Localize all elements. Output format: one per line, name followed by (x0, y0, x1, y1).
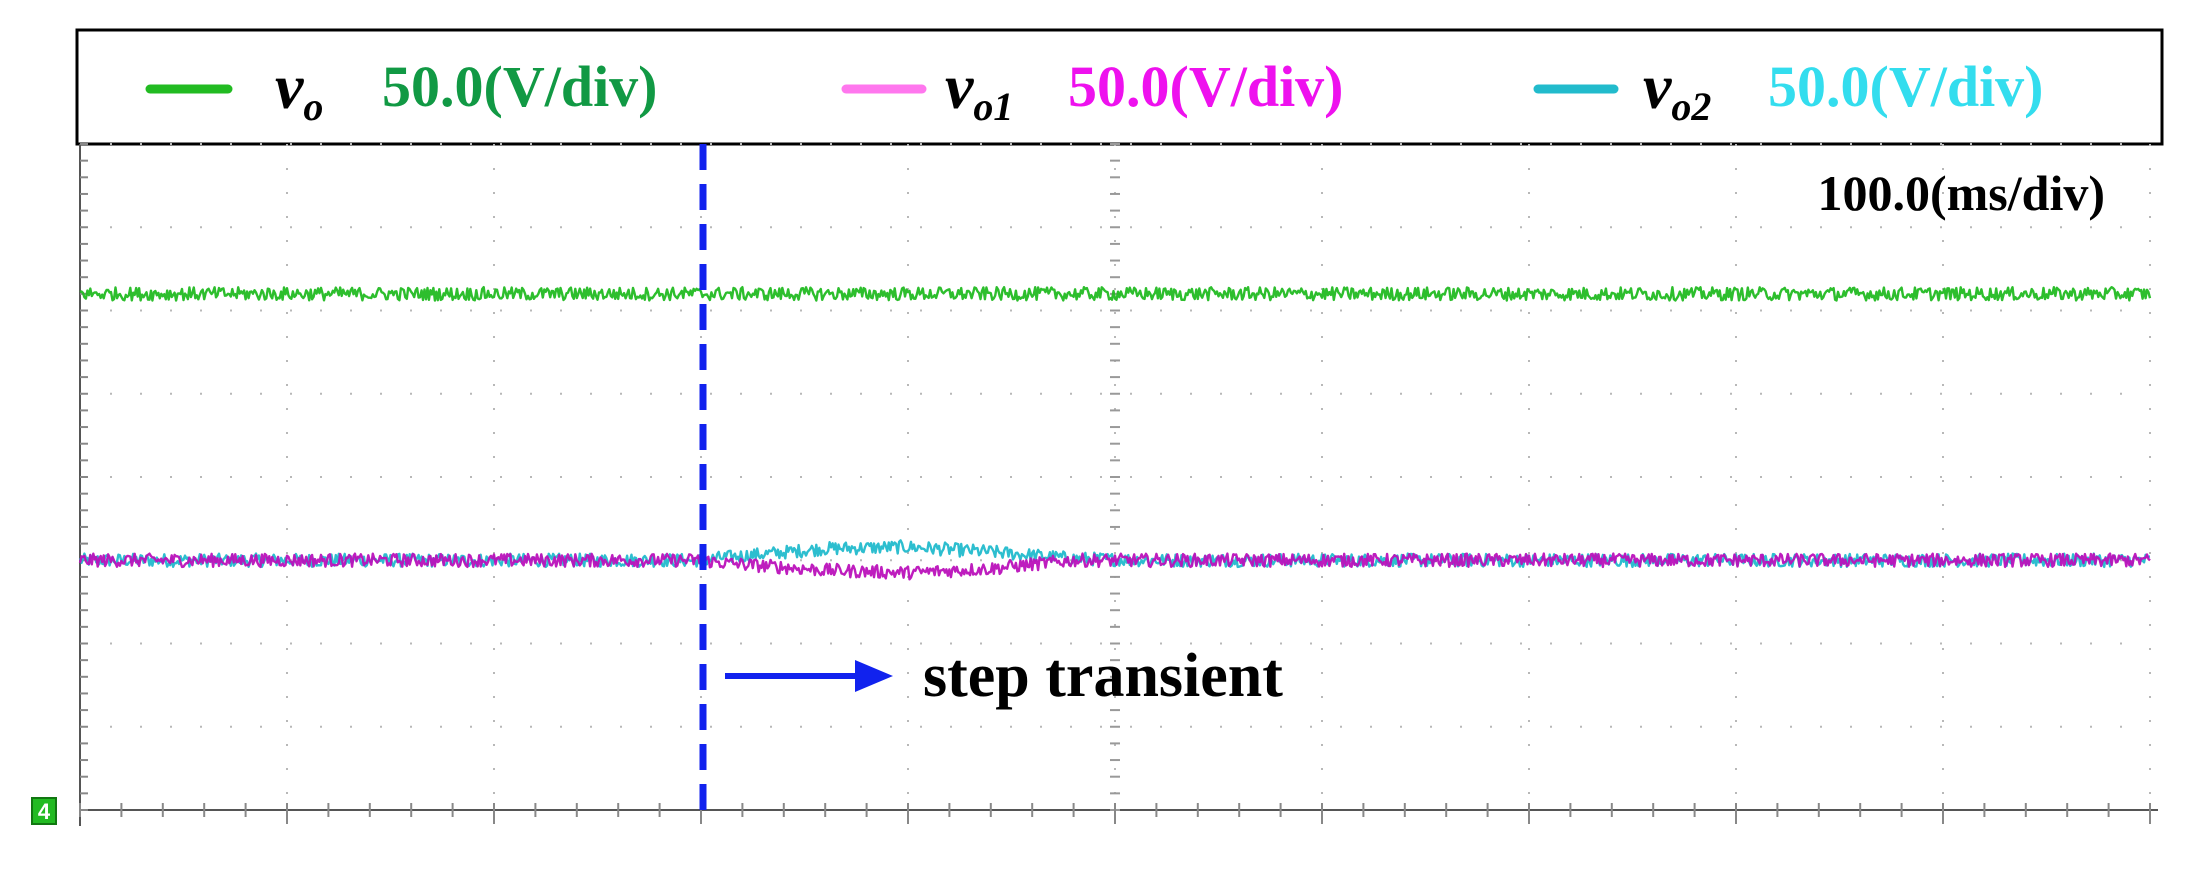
legend-scale-vo: 50.0(V/div) (382, 54, 658, 119)
legend-subscript-vo1: o1 (973, 84, 1013, 129)
legend-symbol-vo2: v (1643, 51, 1672, 122)
grid (79, 143, 2158, 826)
ground-marker-box (31, 797, 57, 825)
annotations: step transient (699, 144, 1283, 810)
time-scale-label: 100.0(ms/div) (1818, 165, 2106, 221)
legend-label-vo: vo (275, 51, 323, 129)
traces (78, 286, 2152, 581)
trace-v-o1 (78, 552, 2151, 581)
step-arrow-head (855, 660, 893, 692)
legend-subscript-vo2: o2 (1671, 84, 1711, 129)
step-transient-label: step transient (923, 642, 1283, 710)
legend-label-vo2: vo2 (1643, 51, 1711, 129)
trace-v-o (79, 286, 2152, 302)
legend-scale-vo2: 50.0(V/div) (1768, 54, 2044, 119)
legend-subscript-vo: o (303, 84, 323, 129)
ground-marker-label: 4 (38, 799, 51, 824)
trace-v-o2 (78, 539, 2151, 569)
legend-scale-vo1: 50.0(V/div) (1068, 54, 1344, 119)
legend-box (75, 28, 2164, 146)
legend-symbol-vo1: v (945, 51, 974, 122)
legend-symbol-vo: v (275, 51, 304, 122)
ground-marker: 4 (31, 797, 57, 825)
legend-label-vo1: vo1 (945, 51, 1013, 129)
